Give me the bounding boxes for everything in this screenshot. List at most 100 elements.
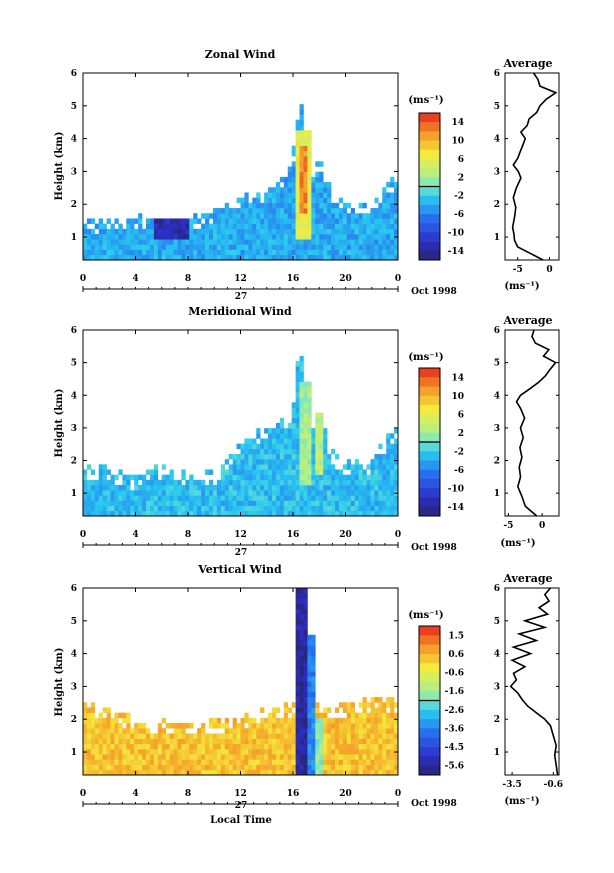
heatmap-cell (201, 228, 206, 235)
heatmap-cell (264, 769, 269, 776)
heatmap-cell (264, 464, 269, 470)
heatmap-cell (386, 495, 391, 501)
heatmap-cell (268, 495, 273, 501)
heatmap-cell (295, 417, 300, 424)
heatmap-cell (173, 223, 178, 230)
heatmap-cell (118, 228, 123, 235)
heatmap-cell (307, 717, 312, 724)
heatmap-cell (299, 104, 304, 110)
heatmap-cell (291, 192, 296, 198)
heatmap-cell (287, 485, 292, 491)
heatmap-cell (350, 254, 355, 261)
heatmap-cell (291, 769, 296, 776)
heatmap-cell (299, 244, 304, 250)
heatmap-cell (362, 228, 367, 235)
heatmap-cell (311, 448, 316, 455)
heatmap-cell (319, 728, 324, 734)
heatmap-cell (98, 474, 103, 481)
heatmap-cell (319, 500, 324, 506)
heatmap-cell (358, 495, 363, 501)
heatmap-cell (102, 495, 107, 501)
heatmap-cell (256, 474, 261, 481)
heatmap-cell (386, 505, 391, 512)
heatmap-cell (350, 469, 355, 475)
heatmap-cell (86, 218, 92, 224)
heatmap-cell (307, 130, 312, 136)
heatmap-cell (319, 738, 324, 745)
heatmap-cell (153, 500, 159, 506)
heatmap-cell (390, 505, 395, 512)
heatmap-cell (122, 249, 127, 256)
heatmap-cell (291, 443, 296, 450)
heatmap-cell (295, 629, 300, 636)
heatmap-cell (295, 593, 300, 599)
heatmap-cell (118, 223, 123, 230)
heatmap-cell (244, 197, 249, 204)
heatmap-cell (260, 202, 265, 209)
heatmap-cell (90, 228, 96, 235)
colorbar-swatch (419, 113, 440, 123)
heatmap-cell (118, 769, 123, 776)
heatmap-cell (327, 738, 332, 745)
heatmap-cell (303, 479, 308, 486)
average-title: Average (502, 57, 552, 70)
heatmap-cell (287, 459, 292, 465)
heatmap-cell (244, 469, 249, 475)
heatmap-cell (303, 759, 308, 765)
heatmap-cell (106, 249, 111, 256)
heatmap-cell (264, 228, 269, 235)
heatmap-cell (382, 459, 387, 465)
heatmap-cell (161, 474, 166, 481)
heatmap-cell (102, 769, 107, 776)
heatmap-cell (90, 733, 96, 739)
heatmap-cell (264, 223, 269, 230)
heatmap-cell (374, 717, 379, 724)
colorbar-swatch (419, 765, 440, 776)
heatmap-cell (244, 192, 249, 198)
heatmap-cell (283, 244, 289, 250)
heatmap-cell (201, 485, 206, 491)
heatmap-cell (212, 759, 218, 765)
heatmap-cell (240, 208, 245, 214)
heatmap-cell (134, 244, 139, 250)
heatmap-cell (378, 754, 383, 760)
heatmap-cell (275, 218, 281, 224)
heatmap-cell (299, 459, 304, 465)
heatmap-cell (299, 234, 304, 240)
heatmap-cell (236, 459, 241, 465)
heatmap-cell (185, 749, 190, 755)
heatmap-cell (98, 500, 103, 506)
heatmap-cell (295, 650, 300, 656)
heatmap-cell (315, 412, 320, 419)
heatmap-cell (303, 733, 308, 739)
heatmap-cell (279, 254, 285, 261)
heatmap-cell (102, 749, 107, 755)
heatmap-cell (173, 738, 178, 745)
heatmap-cell (319, 733, 324, 739)
heatmap-cell (291, 500, 296, 506)
heatmap-cell (98, 254, 103, 261)
heatmap-cell (307, 743, 312, 750)
heatmap-cell (319, 754, 324, 760)
heatmap-cell (307, 459, 312, 465)
heatmap-cell (291, 161, 296, 167)
heatmap-cell (90, 500, 96, 506)
heatmap-cell (358, 749, 363, 755)
heatmap-cell (338, 474, 344, 481)
heatmap-cell (323, 712, 328, 719)
heatmap-cell (307, 495, 312, 501)
heatmap-cell (98, 769, 103, 776)
y-tick-label: 3 (71, 167, 77, 177)
heatmap-cell (114, 490, 119, 496)
heatmap-cell (338, 500, 344, 506)
heatmap-cell (169, 505, 174, 512)
heatmap-cell (279, 764, 285, 771)
heatmap-cell (315, 702, 320, 708)
heatmap-cell (354, 500, 359, 506)
heatmap-cell (209, 213, 214, 219)
heatmap-cell (390, 469, 395, 475)
heatmap-cell (138, 754, 143, 760)
heatmap-cell (299, 202, 304, 209)
heatmap-cell (256, 448, 261, 455)
heatmap-cell (307, 156, 312, 162)
